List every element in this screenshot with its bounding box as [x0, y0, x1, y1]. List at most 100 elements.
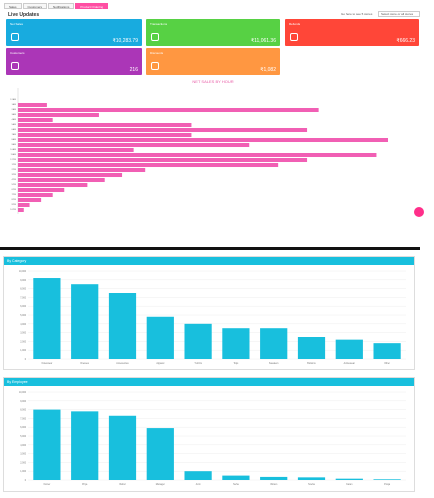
- y-tick-label: 2,000: [20, 341, 26, 343]
- y-tick-label: 1,000: [20, 471, 26, 473]
- y-tick-label: 6,000: [20, 306, 26, 308]
- x-tick-label: Karan: [346, 483, 353, 486]
- card-title: Refunds: [289, 22, 301, 26]
- by-category-panel: By Category 0 1,000 2,000 3,000 4,000 5,000 6,…: [3, 256, 415, 370]
- x-tick-label: Apparel: [156, 362, 164, 365]
- store-select[interactable]: Select store or all stores: [378, 11, 420, 17]
- y-tick-label: 1,000: [20, 350, 26, 352]
- x-tick-label: Pooja: [384, 484, 391, 486]
- hour-tick-label: 7AM: [12, 133, 17, 136]
- hour-tick-label: 9AM: [12, 143, 17, 146]
- bar: [184, 323, 212, 359]
- card-value: ₹10,283.79: [112, 38, 138, 44]
- bar: [222, 475, 250, 480]
- hour-tick-label: 2PM: [12, 169, 17, 171]
- user-icon: [11, 62, 19, 70]
- y-tick-label: 4,000: [20, 324, 26, 326]
- hour-bar: [18, 203, 30, 207]
- y-tick-label: 4,000: [20, 445, 26, 447]
- x-tick-label: Vikram: [270, 483, 277, 486]
- y-tick-label: 3,000: [20, 454, 26, 456]
- hour-bar: [18, 148, 134, 152]
- bar: [33, 409, 61, 480]
- bar: [146, 428, 174, 480]
- hour-tick-label: 5PM: [12, 184, 17, 186]
- card-title: Discounts: [150, 51, 164, 55]
- hour-bar: [18, 178, 105, 182]
- bag-icon: [290, 33, 298, 41]
- section-divider: [0, 247, 420, 250]
- hour-bar: [18, 193, 53, 197]
- y-tick-label: 9,000: [20, 280, 26, 282]
- hour-tick-label: 4AM: [12, 118, 17, 121]
- hour-tick-label: 1AM: [12, 103, 17, 106]
- bar: [373, 343, 401, 359]
- y-tick-label: 7,000: [20, 418, 26, 420]
- x-tick-label: T-shirts: [194, 362, 202, 365]
- register-icon: [11, 33, 19, 41]
- hour-bar: [18, 163, 279, 167]
- hour-bar: [18, 103, 47, 107]
- hour-bar: [18, 158, 308, 162]
- hour-tick-label: 6AM: [12, 128, 17, 131]
- x-tick-label: Rahul: [119, 484, 125, 486]
- tab-notifications[interactable]: Notifications: [48, 3, 75, 9]
- bar: [222, 328, 250, 359]
- hour-tick-label: 3AM: [12, 113, 17, 116]
- bar: [108, 415, 137, 480]
- store-filter-label: Go here to see 5 stores: [341, 12, 373, 16]
- hour-bar: [18, 198, 42, 202]
- card-value: ₹1,082: [260, 67, 276, 73]
- hour-bar: [18, 168, 146, 172]
- x-tick-label: Dresses: [80, 362, 89, 365]
- hour-tick-label: 3PM: [12, 174, 17, 176]
- y-tick-label: 0: [25, 359, 27, 361]
- hour-tick-label: 5AM: [12, 123, 17, 126]
- bar: [260, 476, 288, 480]
- hour-bar: [18, 118, 53, 122]
- by-employee-chart: 0 1,000 2,000 3,000 4,000 5,000 6,000 7,000 8,00…: [19, 391, 406, 486]
- card-title: Net Sales: [10, 22, 24, 26]
- card-value: ₹666.23: [396, 38, 415, 44]
- hour-bar: [18, 183, 88, 187]
- live-updates-title: Live Updates: [8, 12, 40, 18]
- x-tick-label: Activewear: [344, 362, 355, 365]
- hour-tick-label: 8AM: [12, 138, 17, 141]
- hour-bar: [18, 143, 250, 147]
- x-tick-label: Tops: [233, 363, 239, 365]
- bar: [260, 328, 288, 359]
- y-tick-label: 6,000: [20, 427, 26, 429]
- hour-bar: [18, 208, 24, 212]
- hour-tick-label: 1PM: [12, 164, 17, 166]
- chat-bubble-button[interactable]: [414, 207, 424, 217]
- bar: [373, 479, 401, 480]
- discounts-card: Discounts ₹1,082: [146, 48, 280, 75]
- customers-card: Customers 216: [6, 48, 142, 75]
- hour-tick-label: 12AM: [10, 98, 16, 101]
- bar: [108, 293, 137, 359]
- x-tick-label: Bottoms: [307, 362, 316, 365]
- hour-tick-label: 2AM: [12, 108, 17, 111]
- bar: [33, 278, 61, 359]
- bar: [71, 284, 99, 359]
- bar: [71, 411, 99, 480]
- tab-sales[interactable]: Sales: [4, 3, 22, 9]
- hour-bar: [18, 138, 388, 142]
- tab-customers[interactable]: Customers: [22, 3, 48, 9]
- hour-bars: 12AM 1AM 2AM 3AM 4AM 5AM 6AM 7AM 8AM 9AM 10AM 11AM 1…: [10, 98, 388, 212]
- y-tick-label: 10,000: [19, 271, 27, 273]
- bar: [297, 337, 326, 359]
- hour-tick-label: 7PM: [12, 194, 17, 196]
- card-title: Customers: [10, 51, 25, 55]
- x-tick-label: Outerwear: [42, 362, 53, 365]
- x-tick-label: Accessories: [116, 362, 129, 365]
- bar: [297, 477, 326, 480]
- x-tick-label: Owner: [44, 483, 51, 486]
- card-value: 216: [129, 67, 138, 73]
- bar: [335, 478, 363, 480]
- hour-tick-label: 8PM: [12, 199, 17, 201]
- by-employee-panel: By Employee 0 1,000 2,000 3,000 4,000 5,000 6,…: [3, 377, 415, 492]
- panel-title: By Category: [4, 257, 414, 265]
- tab-product-ordering[interactable]: Product Ordering: [75, 3, 109, 9]
- panel-title: By Employee: [4, 378, 414, 386]
